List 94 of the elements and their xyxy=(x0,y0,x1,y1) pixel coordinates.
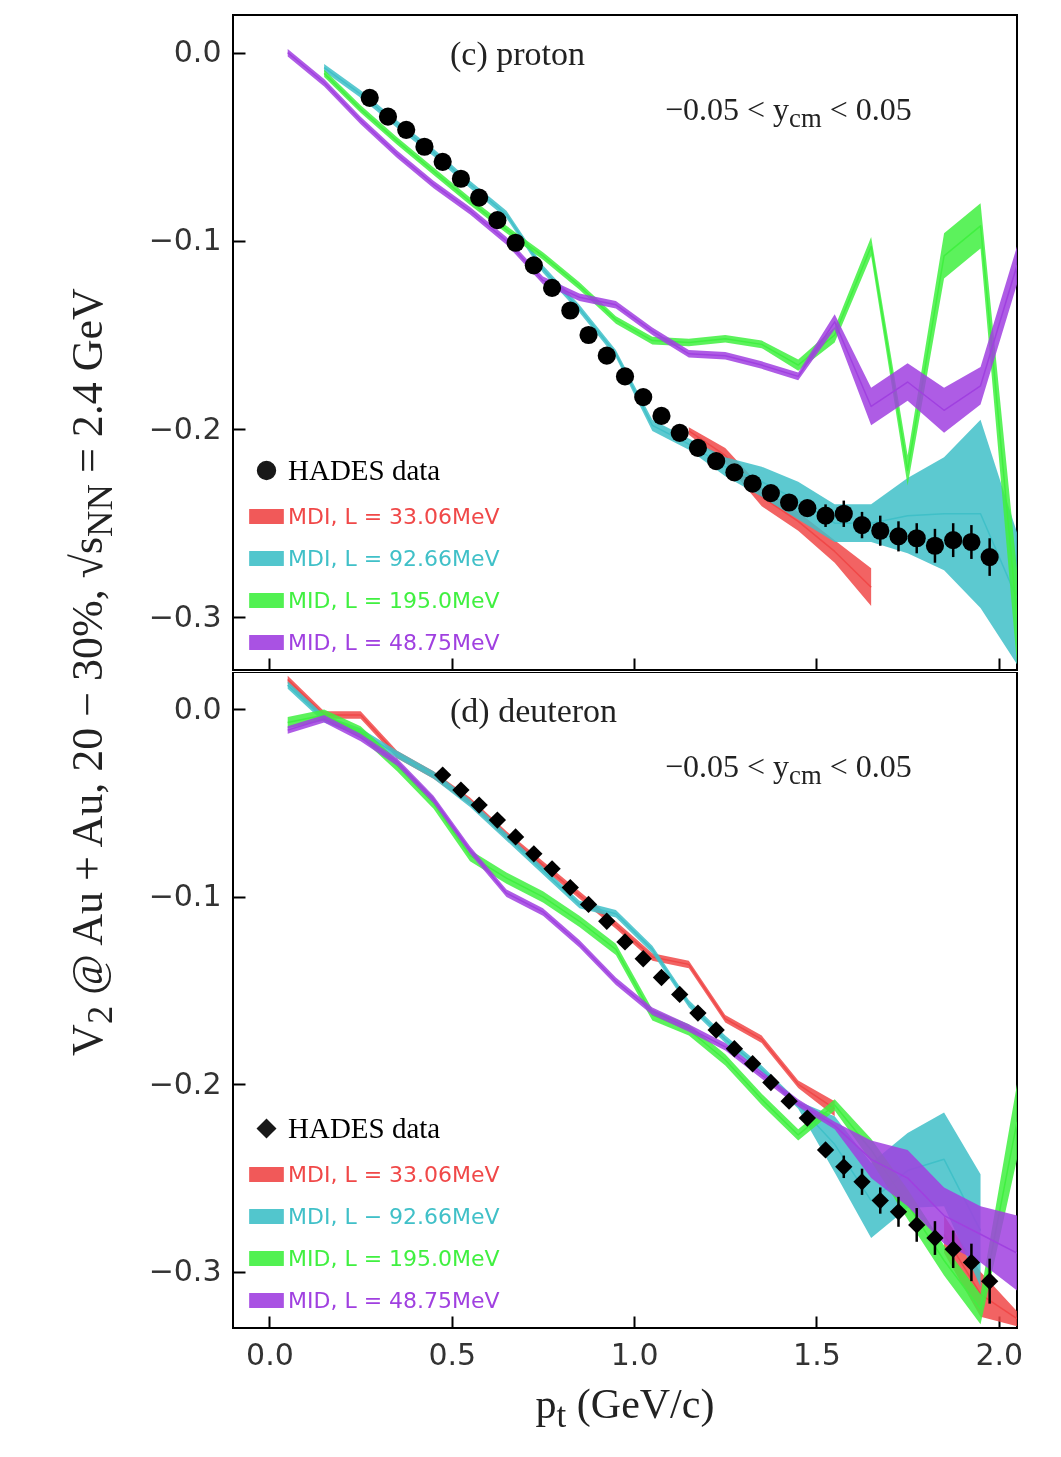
legend-label: MID, L = 48.75MeV xyxy=(288,1287,500,1313)
point xyxy=(980,548,999,567)
point xyxy=(944,1240,962,1258)
point xyxy=(433,152,452,171)
point xyxy=(543,860,561,878)
point xyxy=(762,1073,780,1092)
annotation: −0.05 < y$_{cm}$ < 0.05 xyxy=(665,748,912,791)
point xyxy=(962,1253,981,1272)
point xyxy=(980,1272,999,1290)
y-tick-label: 0.0 xyxy=(173,690,222,726)
y-tick-label: −0.1 xyxy=(148,878,222,914)
point xyxy=(415,137,434,156)
point xyxy=(816,506,835,525)
point xyxy=(506,233,525,252)
x-tick-label: 0.5 xyxy=(428,1336,477,1372)
point xyxy=(525,845,543,863)
point xyxy=(689,1004,707,1022)
point xyxy=(670,423,689,442)
point xyxy=(871,521,890,540)
point xyxy=(615,367,635,386)
point xyxy=(452,781,470,799)
point xyxy=(962,532,981,552)
legend-label: MID, L = 48.75MeV xyxy=(288,629,500,655)
point xyxy=(926,1229,944,1247)
point xyxy=(652,406,671,425)
point xyxy=(470,188,489,207)
x-tick-label: 0.0 xyxy=(246,1336,294,1372)
point xyxy=(579,325,598,345)
y-tick-label: −0.2 xyxy=(148,1065,222,1101)
x-axis-title: p$_{t}$ (GeV/c) xyxy=(535,1381,715,1436)
point xyxy=(451,169,470,188)
point xyxy=(907,529,926,548)
point xyxy=(598,912,616,930)
point xyxy=(798,499,817,518)
point xyxy=(889,1203,908,1221)
legend-label: MDI, L = 33.06MeV xyxy=(288,503,500,529)
y-tick-label: −0.3 xyxy=(148,598,222,634)
point xyxy=(743,474,762,493)
point xyxy=(652,968,671,987)
point xyxy=(470,796,488,814)
point xyxy=(944,531,963,550)
point xyxy=(360,88,379,107)
point xyxy=(597,346,616,365)
point xyxy=(671,985,689,1004)
y-tick-label: −0.3 xyxy=(148,1253,222,1289)
point xyxy=(761,484,780,503)
point xyxy=(524,256,543,275)
point xyxy=(616,933,634,951)
x-tick-label: 1.0 xyxy=(610,1336,659,1372)
point xyxy=(634,950,652,968)
point xyxy=(488,811,507,829)
point xyxy=(725,1040,744,1058)
point xyxy=(506,828,525,846)
point xyxy=(908,1216,926,1234)
point xyxy=(434,766,452,784)
point xyxy=(634,388,653,407)
point xyxy=(853,1173,871,1191)
point xyxy=(852,516,872,535)
legend-label: MID, L = 195.0MeV xyxy=(288,1245,500,1271)
annotation: (d) deuteron xyxy=(450,692,618,729)
point xyxy=(488,211,507,230)
point xyxy=(378,107,398,126)
point xyxy=(542,278,562,297)
point xyxy=(397,120,416,139)
point xyxy=(834,504,853,523)
legend-label: MDI, L = 33.06MeV xyxy=(288,1161,500,1187)
legend-label: HADES data xyxy=(288,1111,441,1144)
point xyxy=(707,1021,725,1039)
legend-label: HADES data xyxy=(288,453,441,486)
y-tick-label: −0.2 xyxy=(148,410,222,446)
x-tick-label: 2.0 xyxy=(975,1336,1024,1372)
point xyxy=(925,536,945,555)
point xyxy=(798,1109,816,1127)
legend-label: MDI, L = 92.66MeV xyxy=(288,545,500,571)
point xyxy=(579,895,598,914)
point xyxy=(780,1092,798,1110)
y-tick-label: −0.1 xyxy=(148,222,222,258)
point xyxy=(688,438,708,457)
point xyxy=(743,1055,762,1073)
point xyxy=(561,878,579,897)
x-tick-label: 1.5 xyxy=(793,1336,841,1372)
point xyxy=(725,463,744,482)
legend-label: MID, L = 195.0MeV xyxy=(288,587,500,613)
point xyxy=(780,493,799,512)
point xyxy=(871,1191,889,1210)
point xyxy=(561,301,580,320)
annotation: (c) proton xyxy=(450,35,586,72)
point xyxy=(835,1158,853,1176)
y-tick-label: 0.0 xyxy=(173,34,222,70)
legend-label: MDI, L − 92.66MeV xyxy=(288,1203,500,1229)
annotation: −0.05 < y$_{cm}$ < 0.05 xyxy=(665,91,912,134)
point xyxy=(707,452,726,471)
point xyxy=(816,1141,835,1159)
point xyxy=(889,527,908,546)
